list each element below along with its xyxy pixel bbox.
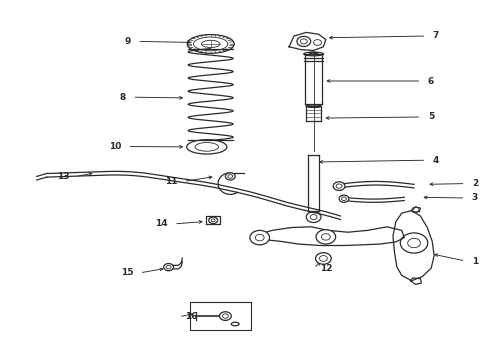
Circle shape bbox=[312, 51, 315, 54]
Text: 8: 8 bbox=[120, 93, 126, 102]
Circle shape bbox=[250, 230, 270, 245]
Text: 4: 4 bbox=[433, 156, 439, 165]
Circle shape bbox=[339, 195, 349, 202]
Circle shape bbox=[316, 253, 331, 264]
Text: 2: 2 bbox=[472, 179, 478, 188]
Circle shape bbox=[225, 173, 235, 180]
Text: 10: 10 bbox=[109, 142, 121, 151]
FancyBboxPatch shape bbox=[190, 302, 251, 330]
Circle shape bbox=[333, 182, 345, 190]
Polygon shape bbox=[255, 227, 404, 246]
Ellipse shape bbox=[304, 52, 323, 56]
Circle shape bbox=[209, 217, 218, 224]
Text: 14: 14 bbox=[155, 219, 168, 228]
Text: 6: 6 bbox=[428, 77, 434, 85]
Ellipse shape bbox=[306, 105, 321, 107]
Text: 5: 5 bbox=[428, 112, 434, 121]
Text: 11: 11 bbox=[165, 177, 177, 186]
Circle shape bbox=[309, 52, 312, 54]
Polygon shape bbox=[393, 211, 434, 281]
Text: 12: 12 bbox=[320, 264, 333, 273]
Text: 9: 9 bbox=[124, 37, 131, 46]
Circle shape bbox=[220, 312, 231, 320]
Text: 15: 15 bbox=[121, 269, 133, 277]
Text: 7: 7 bbox=[433, 31, 439, 40]
Text: 13: 13 bbox=[57, 172, 70, 181]
Circle shape bbox=[316, 230, 336, 244]
Text: 3: 3 bbox=[472, 194, 478, 202]
Circle shape bbox=[400, 233, 428, 253]
Ellipse shape bbox=[231, 322, 239, 326]
Text: 1: 1 bbox=[472, 256, 478, 265]
Text: 16: 16 bbox=[185, 312, 198, 321]
Circle shape bbox=[315, 52, 318, 54]
Polygon shape bbox=[289, 32, 326, 50]
Circle shape bbox=[164, 264, 173, 271]
